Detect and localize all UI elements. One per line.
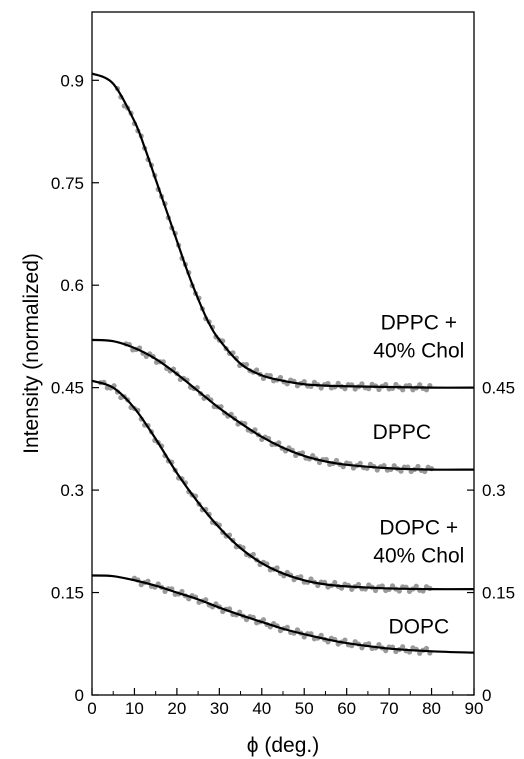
series-0-line — [91, 72, 475, 389]
y-left-tick-label-6: 0.9 — [60, 71, 84, 90]
data-point-0-67 — [342, 386, 348, 392]
x-axis-title: ϕ (deg.) — [247, 734, 319, 757]
data-point-0-60 — [318, 385, 324, 391]
series-label-3-line-0: DOPC — [388, 616, 449, 639]
series-label-0-line-0: DPPC + — [381, 312, 457, 335]
data-layer — [91, 72, 475, 656]
series-2 — [91, 379, 475, 594]
data-point-2-69 — [332, 579, 338, 586]
y-left-tick-label-5: 0.75 — [51, 174, 84, 193]
x-tick-label-1: 10 — [125, 699, 144, 718]
series-label-2-line-1: 40% Chol — [373, 544, 464, 567]
y-right-tick-label-3: 0.45 — [482, 379, 515, 398]
y-left-tick-label-2: 0.3 — [60, 481, 84, 500]
y-left-tick-label-3: 0.45 — [51, 379, 84, 398]
data-point-2-86 — [389, 583, 396, 589]
x-tick-label-2: 20 — [167, 699, 186, 718]
data-point-0-65 — [335, 380, 341, 386]
data-point-2-81 — [372, 587, 379, 594]
series-1 — [91, 338, 475, 475]
data-point-1-62 — [333, 457, 340, 464]
data-point-0-72 — [359, 381, 365, 387]
tick-layer — [91, 79, 475, 696]
x-tick-label-6: 60 — [337, 699, 356, 718]
x-tick-label-5: 50 — [295, 699, 314, 718]
x-tick-label-0: 0 — [87, 699, 96, 718]
x-tick-label-4: 40 — [252, 699, 271, 718]
series-0 — [91, 72, 475, 393]
y-right-tick-label-0: 0 — [482, 686, 491, 705]
series-3-line — [91, 574, 475, 654]
data-point-3-72 — [376, 641, 382, 648]
series-label-0-line-1: 40% Chol — [373, 340, 464, 363]
data-point-1-69 — [357, 460, 363, 466]
data-point-0-84 — [400, 387, 406, 393]
data-point-1-74 — [374, 467, 380, 473]
data-point-0-41 — [254, 367, 260, 373]
data-point-0-48 — [277, 374, 284, 381]
data-point-3-86 — [423, 645, 430, 652]
data-point-3-79 — [400, 644, 406, 650]
data-point-3-84 — [417, 650, 423, 656]
label-layer: 0 10 20 30 40 50 60 70 80 9000.150.30.450.60.750.… — [20, 71, 515, 757]
y-left-tick-label-0: 0 — [75, 686, 84, 705]
data-point-1-79 — [391, 463, 397, 469]
data-point-0-55 — [301, 379, 307, 385]
y-right-tick-label-1: 0.15 — [482, 584, 515, 603]
data-point-2-93 — [413, 583, 419, 589]
data-point-2-76 — [355, 581, 362, 588]
x-tick-label-7: 70 — [380, 699, 399, 718]
data-point-1-55 — [310, 452, 316, 459]
data-point-1-86 — [415, 463, 421, 470]
data-point-2-62 — [308, 576, 314, 582]
data-point-3-62 — [342, 637, 348, 643]
series-label-2-line-0: DOPC + — [379, 516, 458, 539]
data-point-0-89 — [417, 382, 423, 388]
x-tick-label-3: 30 — [210, 699, 229, 718]
series-3 — [91, 574, 475, 656]
y-left-tick-label-4: 0.6 — [60, 276, 84, 295]
y-axis-title: Intensity (normalized) — [20, 253, 43, 454]
series-2-line — [91, 379, 475, 591]
series-label-1-line-0: DPPC — [373, 421, 431, 444]
y-right-tick-label-2: 0.3 — [482, 481, 506, 500]
x-tick-label-8: 80 — [422, 699, 441, 718]
y-left-tick-label-1: 0.15 — [51, 584, 84, 603]
series-1-line — [91, 338, 475, 471]
x-tick-label-9: 90 — [465, 699, 484, 718]
data-point-3-55 — [318, 632, 324, 638]
data-point-0-77 — [376, 386, 382, 393]
